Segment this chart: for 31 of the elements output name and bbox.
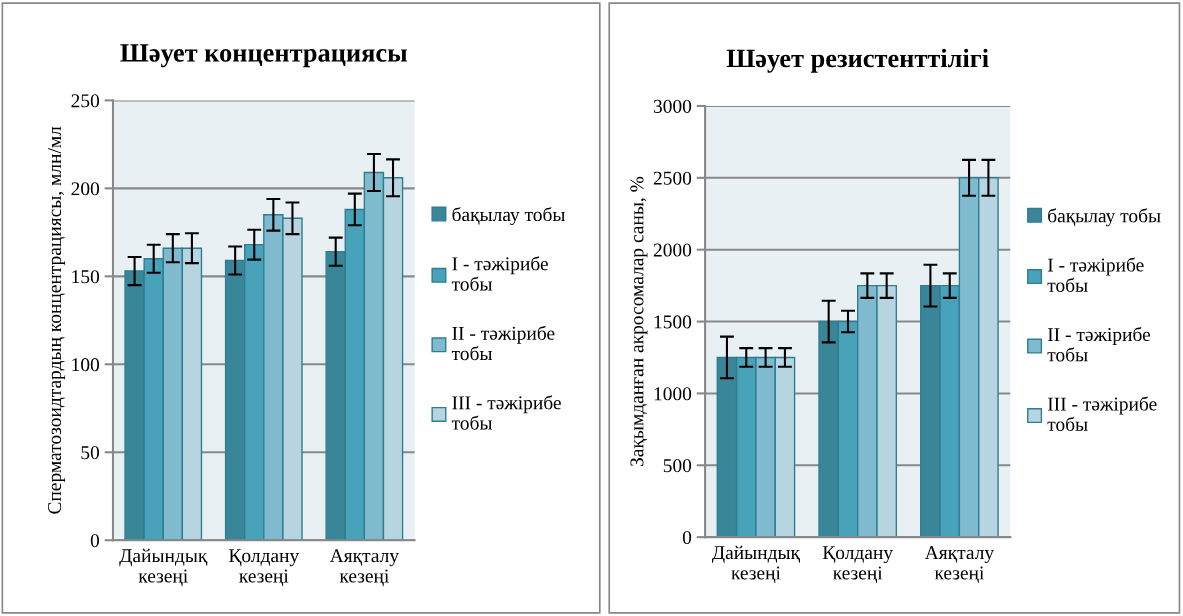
y-tick-label: 500 — [663, 459, 692, 473]
x-tick-label: Қолдану кезеңі — [822, 546, 893, 584]
legend-label: бақылау тобы — [452, 207, 565, 226]
y-tick-label: 0 — [682, 530, 692, 545]
x-tick-label: Аяқталу кезеңі — [329, 549, 399, 587]
legend-label: III - тәжірибе тобы — [451, 395, 561, 430]
y-tick-label: 0 — [90, 534, 100, 548]
x-tick-label: Аяқталу кезеңі — [924, 546, 995, 584]
chart-title: Шәует резистенттілігі — [726, 48, 989, 73]
y-axis-title: Зақымданған акросомалар саны, % — [630, 176, 648, 467]
legend-label: бақылау тобы — [1048, 208, 1161, 227]
y-axis-title: Сперматозоидтардың концентрациясы, млн/мл — [48, 126, 66, 514]
y-tick-label: 3000 — [653, 99, 692, 113]
legend-label: I - тәжірибе тобы — [451, 256, 548, 291]
chart-title: Шәует концентрациясы — [120, 44, 408, 68]
y-tick-label: 2500 — [653, 171, 692, 185]
y-tick-label: 2000 — [653, 243, 692, 257]
legend-label: II - тәжірибе тобы — [451, 325, 555, 361]
y-tick-label: 150 — [72, 270, 100, 284]
x-tick-label: Қолдану кезеңі — [228, 549, 300, 587]
y-tick-label: 1500 — [654, 315, 692, 329]
x-tick-label: Дайындық кезеңі — [119, 548, 208, 587]
legend-label: I - тәжірибе тобы — [1047, 257, 1144, 292]
legend-label: II - тәжірибе тобы — [1047, 326, 1151, 362]
y-tick-label: 50 — [81, 446, 100, 460]
y-tick-label: 250 — [71, 94, 100, 108]
y-tick-label: 1000 — [654, 387, 692, 401]
y-tick-label: 100 — [72, 358, 100, 372]
legend-label: III - тәжірибе тобы — [1047, 396, 1157, 431]
y-tick-label: 200 — [71, 182, 100, 196]
x-tick-label: Дайындық кезеңі — [711, 545, 801, 584]
